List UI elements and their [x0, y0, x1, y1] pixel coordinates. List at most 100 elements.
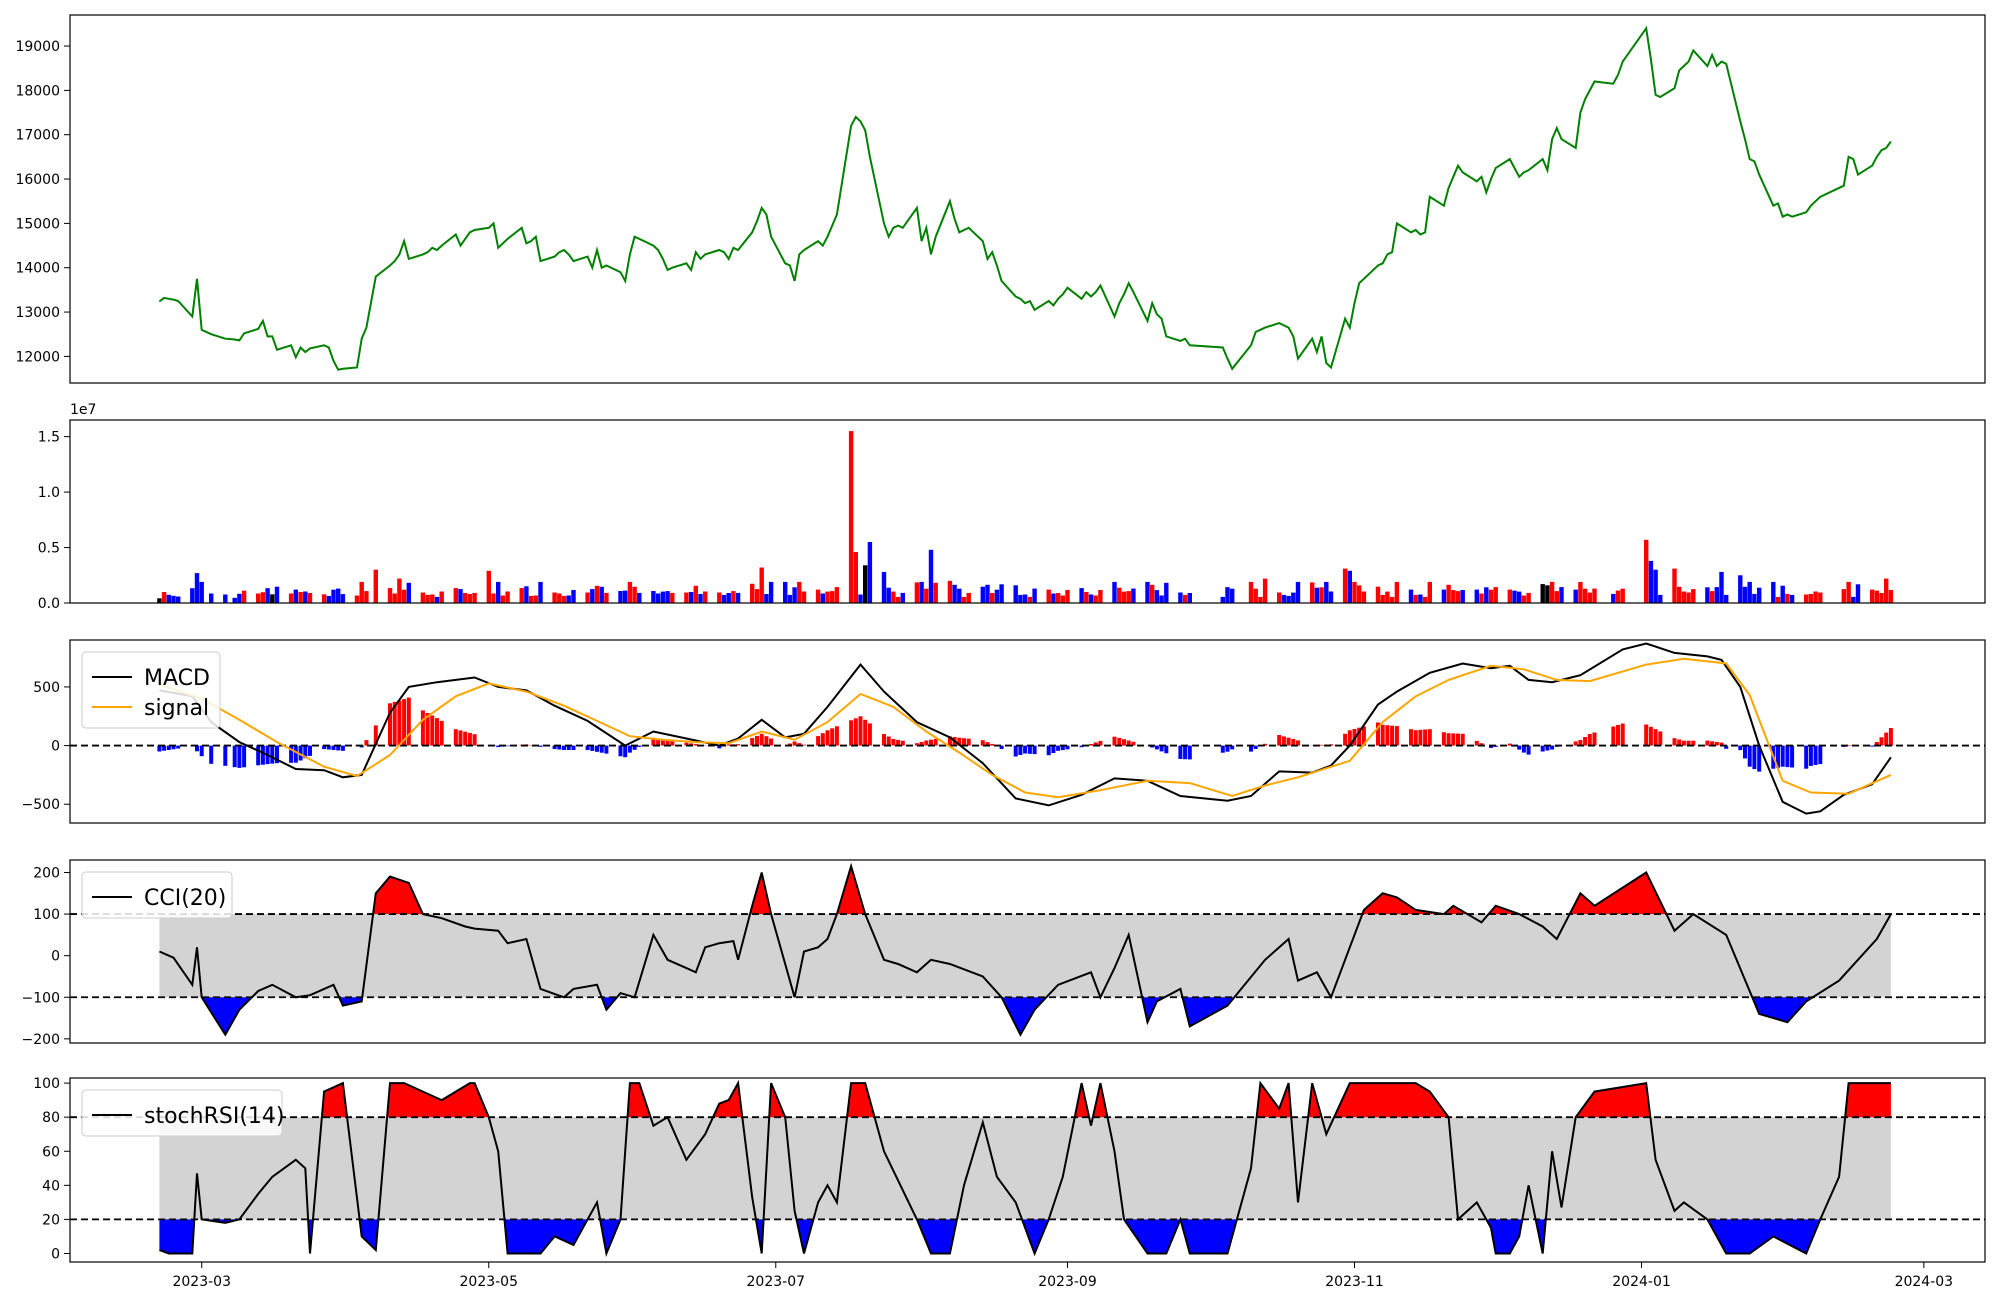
volume-bar — [670, 592, 675, 603]
macd-histogram-bar — [1808, 745, 1813, 766]
macd-histogram-bar — [985, 742, 990, 746]
volume-bar — [552, 592, 557, 603]
macd-histogram-bar — [260, 745, 265, 765]
volume-bar — [430, 594, 435, 603]
macd-histogram-bar — [322, 745, 327, 750]
volume-bar — [900, 592, 905, 603]
volume-bar — [1441, 589, 1447, 603]
volume-bar — [326, 595, 331, 603]
macd-histogram-bar — [1526, 745, 1531, 755]
volume-bar — [858, 594, 863, 603]
macd-histogram-bar — [825, 730, 830, 746]
macd-histogram-bar — [1427, 729, 1432, 746]
volume-bar — [1813, 591, 1818, 603]
cci-oversold-fill — [339, 997, 363, 1006]
macd-ytick-label: −500 — [22, 797, 60, 813]
macd-histogram-bar — [1583, 737, 1588, 746]
macd-histogram-bar — [1550, 745, 1555, 750]
volume-bar — [486, 570, 491, 603]
price-axes-frame — [69, 14, 1986, 384]
volume-bar — [1488, 589, 1494, 603]
macd-histogram-bar — [717, 745, 722, 749]
macd-histogram-bar — [1714, 741, 1719, 746]
x-tick-label: 2023-03 — [172, 1274, 231, 1290]
macd-histogram-bar — [882, 734, 886, 746]
macd-histogram-bar — [430, 715, 435, 746]
volume-bar — [801, 591, 807, 603]
macd-histogram-bar — [849, 720, 854, 746]
macd-histogram-bar — [388, 703, 392, 746]
macd-histogram-bar — [162, 745, 167, 751]
volume-bar — [260, 592, 266, 603]
volume-bar — [1084, 592, 1089, 603]
volume-ytick-label: 0.5 — [38, 541, 60, 557]
volume-bar — [1262, 578, 1268, 603]
macd-histogram-bar — [863, 719, 868, 746]
volume-bar — [768, 581, 774, 603]
macd-histogram-bar — [1658, 731, 1663, 746]
volume-bar — [1154, 590, 1160, 603]
volume-bar — [1549, 581, 1555, 603]
macd-histogram-bar — [1620, 723, 1625, 746]
volume-bar — [717, 592, 722, 603]
macd-histogram-bar — [1790, 745, 1795, 768]
volume-bar — [867, 542, 873, 603]
volume-bar — [1422, 596, 1428, 603]
macd-histogram-bar — [157, 745, 162, 752]
volume-bar — [1587, 592, 1592, 603]
volume-bar — [1328, 591, 1334, 603]
macd-histogram-bar — [1545, 745, 1550, 751]
volume-bar — [1517, 591, 1522, 603]
volume-bar — [1060, 595, 1065, 603]
volume-bar — [1592, 588, 1597, 603]
macd-histogram-bar — [919, 741, 924, 746]
volume-bar — [721, 594, 727, 603]
volume-bar — [1869, 589, 1875, 603]
volume-bar — [472, 592, 477, 603]
volume-bar — [952, 584, 957, 603]
volume-bar — [1493, 587, 1498, 603]
macd-histogram-bar — [364, 740, 369, 746]
macd-histogram-bar — [1870, 745, 1875, 747]
macd-histogram-bar — [435, 718, 439, 746]
macd-histogram-bar — [1888, 728, 1893, 746]
macd-histogram-bar — [1616, 725, 1620, 746]
volume-bar — [1738, 575, 1743, 603]
macd-histogram-bar — [425, 713, 430, 746]
macd-histogram-bar — [1046, 745, 1051, 756]
macd-histogram-bar — [557, 745, 562, 750]
macd-histogram-bar — [867, 723, 872, 746]
macd-histogram-bar — [1418, 729, 1423, 746]
x-tick-label: 2023-07 — [747, 1274, 806, 1290]
volume-bar — [1808, 594, 1814, 603]
macd-histogram-bar — [1413, 730, 1418, 746]
volume-bar — [957, 588, 962, 603]
volume-bar — [1319, 587, 1324, 603]
volume-bar — [985, 584, 990, 603]
cci-overbought-fill — [373, 876, 423, 915]
macd-histogram-bar — [1060, 745, 1065, 751]
volume-bar — [364, 591, 369, 603]
volume-bar — [1672, 568, 1677, 603]
volume-bar — [1724, 594, 1729, 603]
macd-histogram-bar — [298, 745, 303, 761]
volume-bar — [1027, 596, 1033, 603]
volume-bar — [1380, 594, 1385, 603]
volume-bar — [1046, 589, 1051, 603]
volume-bar — [1540, 584, 1545, 603]
macd-histogram-bar — [303, 745, 308, 759]
macd-legend-box — [81, 651, 221, 729]
macd-histogram-bar — [336, 745, 341, 751]
volume-bar — [176, 596, 181, 603]
macd-histogram-bar — [1648, 726, 1653, 746]
volume-bar — [919, 581, 924, 603]
macd-histogram-bar — [1291, 739, 1296, 746]
macd-histogram-bar — [933, 738, 938, 746]
stochrsi-overbought-fill — [847, 1083, 875, 1118]
volume-bar — [1742, 586, 1748, 603]
volume-bar — [735, 592, 741, 603]
macd-histogram-bar — [1578, 740, 1583, 746]
volume-bar — [863, 565, 868, 603]
volume-bar — [1884, 578, 1889, 603]
volume-bar — [359, 581, 364, 603]
